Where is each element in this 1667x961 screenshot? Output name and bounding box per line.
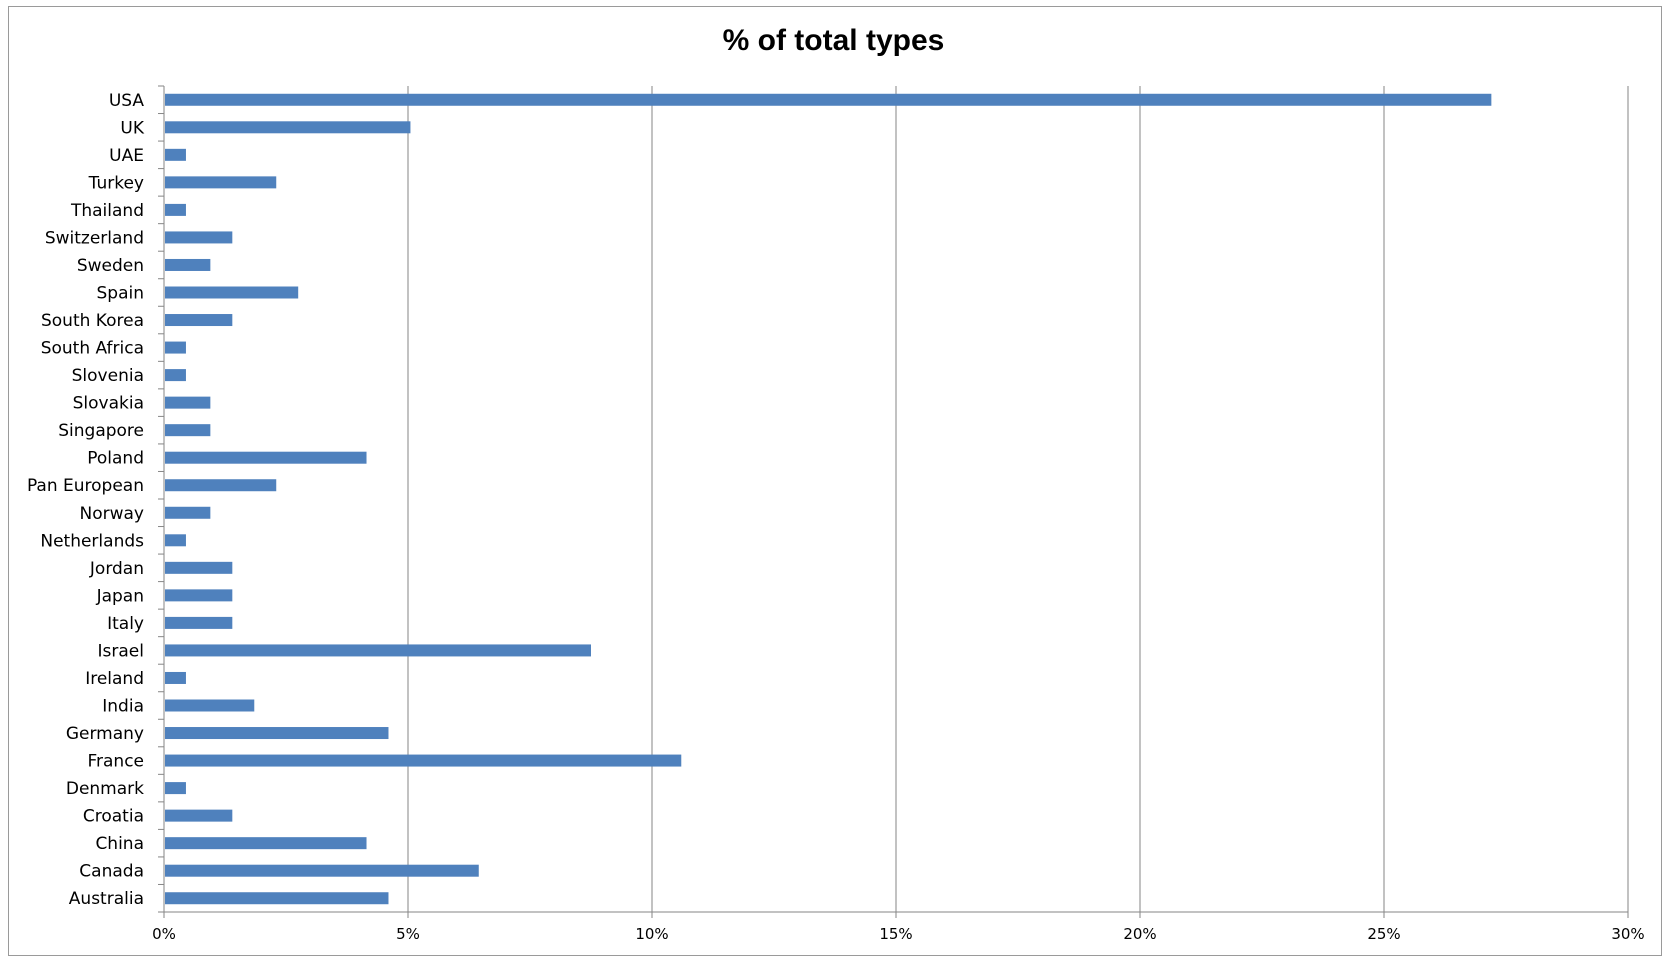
category-label-slovakia: Slovakia [73, 394, 144, 414]
bar-israel [165, 644, 591, 657]
bar-poland [165, 451, 367, 464]
x-tick-label: 25% [1367, 925, 1400, 943]
bar-china [165, 837, 367, 850]
category-label-norway: Norway [80, 504, 145, 524]
bar-croatia [165, 809, 233, 822]
category-label-china: China [95, 834, 144, 854]
category-label-poland: Poland [87, 449, 144, 469]
x-tick-label: 20% [1123, 925, 1156, 943]
chart-title: % of total types [722, 24, 945, 57]
category-label-canada: Canada [79, 862, 144, 882]
category-label-germany: Germany [66, 724, 144, 744]
category-label-croatia: Croatia [83, 807, 144, 827]
category-label-france: France [87, 752, 144, 772]
category-label-israel: Israel [98, 641, 144, 661]
category-label-spain: Spain [97, 284, 145, 304]
bar-pan-european [165, 479, 277, 492]
bar-denmark [165, 782, 186, 795]
bar-uae [165, 148, 186, 161]
category-label-india: India [102, 697, 144, 717]
bar-turkey [165, 176, 277, 189]
bar-slovenia [165, 369, 186, 382]
bar-south-africa [165, 341, 186, 354]
bar-canada [165, 864, 479, 877]
x-tick-label: 5% [396, 925, 420, 943]
category-label-uk: UK [120, 118, 144, 138]
bar-norway [165, 506, 211, 519]
category-label-uae: UAE [109, 146, 144, 166]
bar-italy [165, 616, 233, 629]
category-label-thailand: Thailand [70, 201, 144, 221]
category-label-singapore: Singapore [58, 421, 144, 441]
bar-australia [165, 892, 389, 905]
bar-netherlands [165, 534, 186, 547]
category-label-japan: Japan [96, 586, 144, 606]
category-label-slovenia: Slovenia [72, 366, 144, 386]
chart-frame [8, 6, 1662, 956]
bar-thailand [165, 203, 186, 216]
bar-singapore [165, 424, 211, 437]
x-tick-label: 10% [635, 925, 668, 943]
bar-sweden [165, 258, 211, 271]
bar-india [165, 699, 255, 712]
x-tick-label: 0% [152, 925, 176, 943]
bar-germany [165, 727, 389, 740]
category-label-south-korea: South Korea [41, 311, 144, 331]
bar-usa [165, 93, 1492, 106]
category-label-netherlands: Netherlands [40, 531, 144, 551]
category-label-usa: USA [109, 91, 145, 111]
category-label-ireland: Ireland [85, 669, 144, 689]
x-tick-label: 15% [879, 925, 912, 943]
bar-france [165, 754, 682, 767]
category-label-jordan: Jordan [89, 559, 144, 579]
bar-ireland [165, 671, 186, 684]
category-label-sweden: Sweden [77, 256, 144, 276]
x-tick-label: 30% [1611, 925, 1644, 943]
bar-japan [165, 589, 233, 602]
category-label-switzerland: Switzerland [45, 228, 144, 248]
category-label-turkey: Turkey [88, 173, 144, 193]
bar-switzerland [165, 231, 233, 244]
category-label-italy: Italy [107, 614, 144, 634]
category-label-pan-european: Pan European [27, 476, 144, 496]
bar-slovakia [165, 396, 211, 409]
category-label-south-africa: South Africa [41, 339, 144, 359]
bar-uk [165, 121, 411, 134]
category-label-australia: Australia [69, 889, 144, 909]
category-label-denmark: Denmark [66, 779, 144, 799]
bar-spain [165, 286, 299, 299]
bar-south-korea [165, 314, 233, 327]
bar-jordan [165, 561, 233, 574]
